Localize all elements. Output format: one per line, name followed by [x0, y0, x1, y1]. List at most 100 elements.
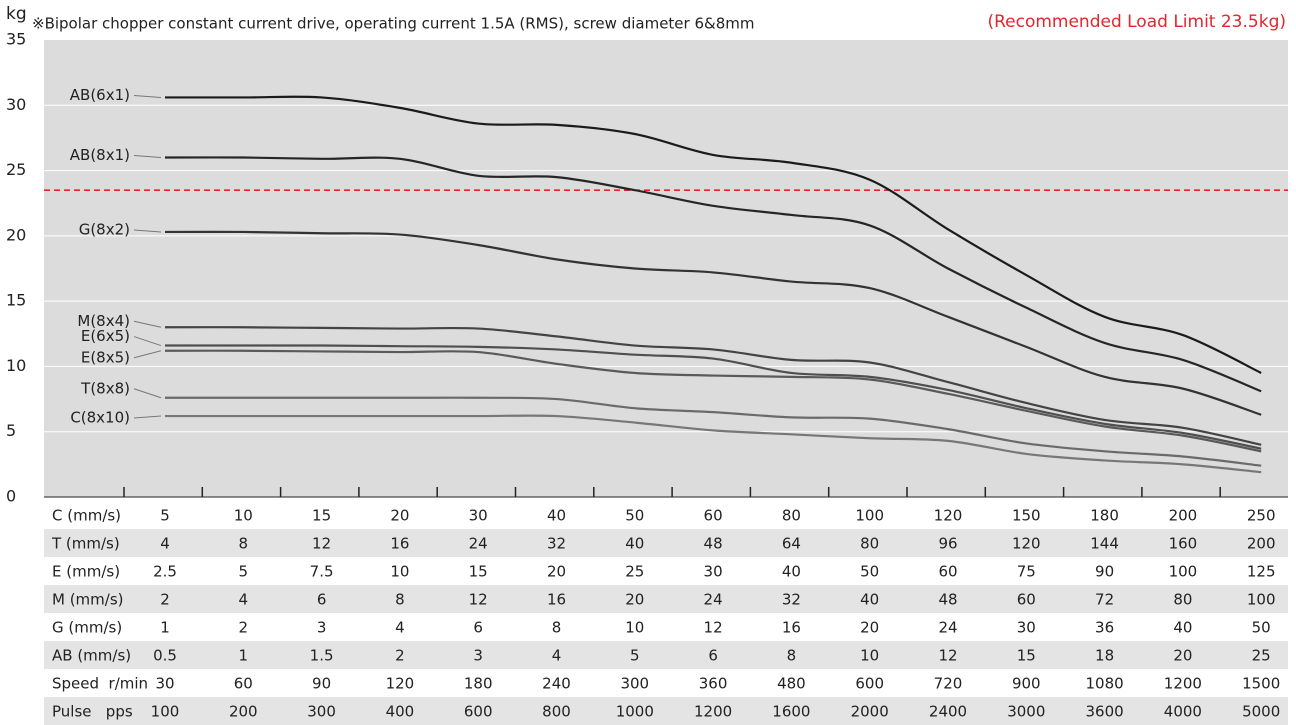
leader-line	[133, 336, 162, 347]
table-cell: 1000	[616, 703, 654, 721]
table-cell: 3600	[1086, 703, 1124, 721]
table-row-shade	[44, 529, 1288, 557]
table-cell: 24	[704, 591, 723, 609]
table-cell: 160	[1169, 535, 1198, 553]
y-tick-label: 20	[6, 225, 26, 244]
subtitle: ※Bipolar chopper constant current drive,…	[32, 15, 754, 33]
table-cell: 75	[1017, 563, 1036, 581]
table-cell: 48	[938, 591, 957, 609]
table-cell: 4	[552, 647, 562, 665]
table-cell: 1080	[1086, 675, 1124, 693]
table-cell: 6	[473, 619, 483, 637]
table-cell: 36	[1095, 619, 1114, 637]
series-label: E(8x5)	[81, 348, 130, 366]
table-cell: 720	[934, 675, 963, 693]
table-cell: 5	[160, 507, 170, 525]
table-cell: 2	[395, 647, 405, 665]
table-cell: 120	[1012, 535, 1041, 553]
table-cell: 1600	[772, 703, 810, 721]
table-cell: 5	[630, 647, 640, 665]
row-label: C (mm/s)	[52, 507, 121, 525]
table-cell: 1	[160, 619, 170, 637]
table-cell: 4000	[1164, 703, 1202, 721]
y-tick-label: 10	[6, 356, 26, 375]
table-cell: 600	[855, 675, 884, 693]
table-cell: 10	[234, 507, 253, 525]
table-cell: 10	[625, 619, 644, 637]
table-cell: 1200	[694, 703, 732, 721]
table-cell: 20	[1173, 647, 1192, 665]
series-label: T(8x8)	[80, 379, 130, 397]
table-cell: 300	[307, 703, 336, 721]
leader-line	[133, 94, 162, 98]
table-cell: 16	[547, 591, 566, 609]
leader-line	[133, 320, 162, 328]
table-cell: 30	[155, 675, 174, 693]
table-cell: 8	[787, 647, 797, 665]
table-cell: 90	[312, 675, 331, 693]
row-label: T (mm/s)	[51, 535, 120, 553]
table-cell: 16	[782, 619, 801, 637]
table-cell: 8	[552, 619, 562, 637]
table-cell: 2	[239, 619, 249, 637]
table-cell: 3000	[1007, 703, 1045, 721]
table-cell: 7.5	[310, 563, 334, 581]
table-cell: 6	[317, 591, 327, 609]
table-cell: 60	[938, 563, 957, 581]
table-cell: 18	[1095, 647, 1114, 665]
leader-line	[133, 155, 162, 159]
table-cell: 25	[625, 563, 644, 581]
table-cell: 32	[547, 535, 566, 553]
table-cell: 15	[469, 563, 488, 581]
row-label: E (mm/s)	[52, 563, 120, 581]
y-tick-label: 25	[6, 160, 26, 179]
series-label: AB(8x1)	[70, 146, 130, 164]
table-row-shade	[44, 697, 1288, 725]
table-cell: 180	[1090, 507, 1119, 525]
table-cell: 20	[860, 619, 879, 637]
table-cell: 900	[1012, 675, 1041, 693]
table-cell: 100	[1169, 563, 1198, 581]
table-cell: 125	[1247, 563, 1276, 581]
table-cell: 20	[625, 591, 644, 609]
table-cell: 100	[1247, 591, 1276, 609]
table-cell: 1	[239, 647, 249, 665]
table-cell: 800	[542, 703, 571, 721]
series-line	[164, 326, 1262, 446]
table-cell: 4	[160, 535, 170, 553]
y-tick-label: 15	[6, 291, 26, 310]
table-cell: 1.5	[310, 647, 334, 665]
table-cell: 200	[1169, 507, 1198, 525]
table-cell: 90	[1095, 563, 1114, 581]
table-cell: 24	[938, 619, 957, 637]
annotation: (Recommended Load Limit 23.5kg)	[987, 12, 1286, 32]
y-tick-label: 0	[6, 487, 16, 506]
table-cell: 200	[1247, 535, 1276, 553]
table-cell: 60	[1017, 591, 1036, 609]
table-cell: 480	[777, 675, 806, 693]
table-cell: 50	[1252, 619, 1271, 637]
table-cell: 2.5	[153, 563, 177, 581]
table-cell: 30	[704, 563, 723, 581]
series-label: C(8x10)	[70, 409, 130, 427]
table-cell: 400	[386, 703, 415, 721]
series-line	[164, 344, 1262, 450]
table-cell: 240	[542, 675, 571, 693]
table-cell: 8	[395, 591, 405, 609]
table-cell: 12	[312, 535, 331, 553]
table-cell: 120	[386, 675, 415, 693]
series-line	[165, 414, 1262, 474]
table-cell: 50	[860, 563, 879, 581]
table-cell: 72	[1095, 591, 1114, 609]
row-label: Speed r/min	[52, 675, 148, 693]
leader-line	[133, 388, 162, 399]
plot-background	[44, 40, 1288, 497]
table-cell: 60	[704, 507, 723, 525]
series-line	[165, 95, 1262, 374]
row-label: M (mm/s)	[52, 591, 124, 609]
series-line	[164, 396, 1262, 467]
table-cell: 200	[229, 703, 258, 721]
table-cell: 4	[395, 619, 405, 637]
series-label: M(8x4)	[77, 312, 130, 330]
table-cell: 20	[390, 507, 409, 525]
